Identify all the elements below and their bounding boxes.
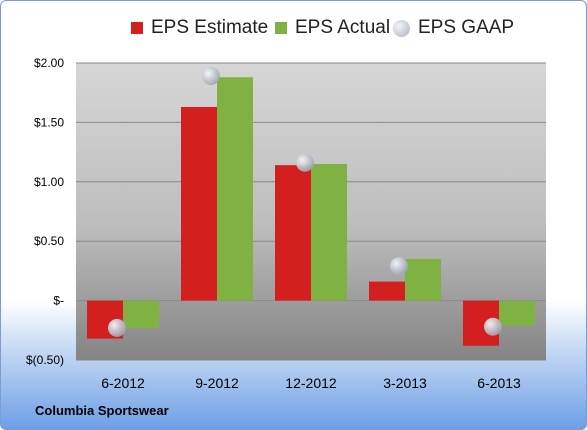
marker-eps-gaap (108, 318, 126, 337)
marker-eps-gaap (390, 257, 408, 276)
company-name: Columbia Sportswear (35, 403, 169, 418)
bar-eps-estimate (181, 106, 217, 301)
legend-label-gaap: EPS GAAP (418, 17, 515, 38)
x-tick-label: 3-2013 (383, 375, 427, 391)
chart-legend: EPS Estimate EPS Actual EPS GAAP (1, 17, 586, 43)
legend-item-eps-gaap: EPS GAAP (393, 17, 514, 39)
x-tick-label: 9-2012 (195, 375, 239, 391)
marker-eps-gaap (202, 67, 220, 86)
bar-eps-actual (405, 259, 441, 301)
legend-item-eps-actual: EPS Actual (275, 17, 390, 39)
marker-eps-gaap (296, 153, 314, 172)
bar-eps-estimate (275, 165, 311, 301)
legend-swatch-actual (275, 22, 287, 34)
y-tick-label: $(0.50) (26, 353, 64, 367)
y-tick-label: $1.50 (34, 115, 64, 129)
bar-eps-actual (217, 77, 253, 301)
bar-eps-actual (123, 300, 159, 328)
y-tick-label: $- (53, 294, 64, 308)
bar-eps-actual (499, 300, 535, 326)
x-tick-label: 6-2013 (477, 375, 521, 391)
legend-swatch-gaap (393, 19, 410, 37)
y-tick-label: $1.00 (34, 175, 64, 189)
x-tick-label: 12-2012 (285, 375, 337, 391)
legend-item-eps-estimate: EPS Estimate (131, 17, 268, 39)
bar-eps-estimate (369, 281, 405, 301)
marker-eps-gaap (484, 317, 502, 336)
legend-label-actual: EPS Actual (295, 17, 391, 38)
y-tick-label: $0.50 (34, 234, 64, 248)
legend-swatch-estimate (131, 22, 143, 34)
legend-label-estimate: EPS Estimate (151, 17, 269, 38)
y-tick-label: $2.00 (34, 56, 64, 70)
x-tick-label: 6-2012 (101, 375, 145, 391)
bar-eps-actual (311, 163, 347, 301)
